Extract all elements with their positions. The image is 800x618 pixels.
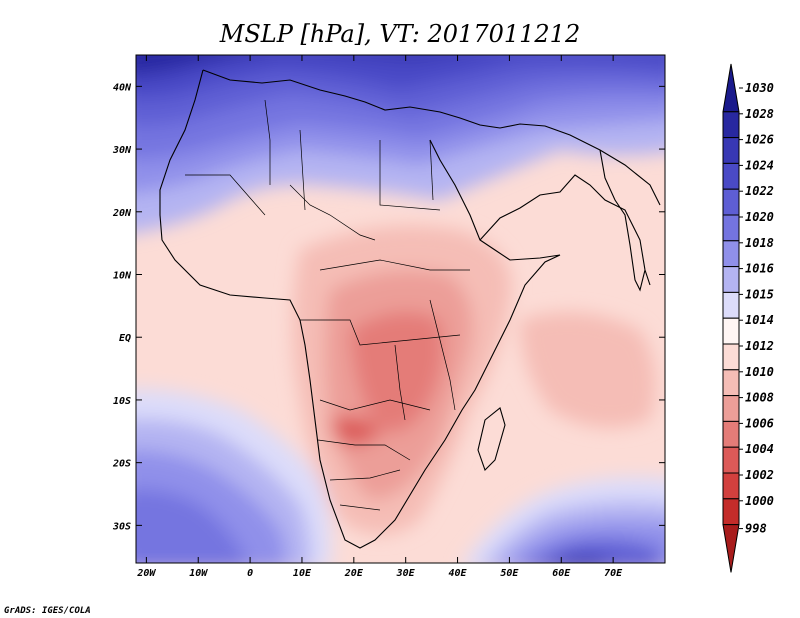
colorbar-label: 1004 bbox=[745, 442, 774, 456]
software-credit: GrADS: IGES/COLA bbox=[4, 606, 91, 616]
colorbar-swatch bbox=[722, 240, 740, 268]
colorbar-swatch bbox=[722, 343, 740, 371]
colorbar-swatch bbox=[722, 420, 740, 448]
colorbar: 1030 1028 1026 1024 1022 1020 1018 1016 1015 1014… bbox=[722, 63, 774, 573]
colorbar-swatch bbox=[722, 162, 740, 190]
lon-tick-label: 50E bbox=[500, 568, 519, 579]
colorbar-label: 1000 bbox=[745, 494, 774, 508]
lat-tick-label: 30N bbox=[112, 145, 132, 156]
colorbar-label: 1008 bbox=[745, 391, 774, 405]
colorbar-swatch-bottom bbox=[722, 524, 740, 573]
lat-tick-label: EQ bbox=[119, 333, 131, 344]
colorbar-swatch bbox=[722, 291, 740, 319]
lat-tick-label: 30S bbox=[112, 521, 131, 532]
colorbar-label: 1015 bbox=[745, 287, 774, 301]
colorbar-label: 1016 bbox=[745, 262, 774, 276]
map-frame bbox=[135, 54, 666, 564]
lon-tick-label: 10E bbox=[293, 568, 312, 579]
lon-tick-label: 20W bbox=[136, 568, 156, 579]
lon-tick-label: 70E bbox=[604, 568, 623, 579]
colorbar-label: 1030 bbox=[745, 81, 774, 95]
colorbar-swatch bbox=[722, 266, 740, 293]
lon-tick-label: 0 bbox=[247, 568, 253, 579]
lat-tick-label: 40N bbox=[113, 82, 132, 93]
colorbar-label: 1012 bbox=[745, 339, 774, 353]
colorbar-swatch bbox=[722, 472, 740, 500]
colorbar-swatch-top bbox=[722, 63, 740, 113]
colorbar-swatch bbox=[722, 188, 740, 216]
colorbar-swatch bbox=[722, 317, 740, 345]
colorbar-label: 1002 bbox=[745, 468, 774, 482]
axis-ticks: 20W 10W 0 10E 20E 30E 40E 50E 60E 70E 40N 30N 20N 10N… bbox=[112, 55, 665, 579]
colorbar-label: 1014 bbox=[745, 313, 774, 327]
pressure-field bbox=[136, 55, 665, 563]
lat-tick-label: 10N bbox=[113, 271, 132, 282]
colorbar-label: 1024 bbox=[745, 158, 774, 172]
colorbar-swatch bbox=[722, 137, 740, 164]
colorbar-label: 998 bbox=[745, 522, 767, 536]
lat-tick-label: 20S bbox=[112, 459, 131, 470]
colorbar-label: 1020 bbox=[745, 210, 774, 224]
lat-tick-label: 20N bbox=[112, 208, 132, 219]
colorbar-swatch bbox=[722, 111, 740, 139]
colorbar-swatch bbox=[722, 369, 740, 397]
colorbar-swatch bbox=[722, 214, 740, 242]
colorbar-swatch bbox=[722, 498, 740, 526]
lon-tick-label: 40E bbox=[449, 568, 468, 579]
country-borders bbox=[185, 99, 470, 511]
map-title: MSLP [hPa], VT: 2017011212 bbox=[219, 20, 580, 48]
lat-tick-label: 10S bbox=[113, 396, 131, 407]
colorbar-label: 1028 bbox=[745, 107, 774, 121]
colorbar-label: 1022 bbox=[745, 184, 774, 198]
lon-tick-label: 10W bbox=[189, 568, 208, 579]
coastlines bbox=[159, 69, 661, 549]
colorbar-label: 1026 bbox=[745, 133, 774, 147]
lon-tick-label: 60E bbox=[552, 568, 571, 579]
colorbar-label: 1006 bbox=[745, 416, 774, 430]
lon-tick-label: 20E bbox=[344, 568, 364, 579]
colorbar-swatch bbox=[722, 446, 740, 474]
colorbar-label: 1018 bbox=[745, 236, 774, 250]
colorbar-label: 1010 bbox=[745, 365, 774, 379]
pressure-contours bbox=[136, 55, 665, 563]
lon-tick-label: 30E bbox=[396, 568, 416, 579]
colorbar-swatch bbox=[722, 395, 740, 422]
